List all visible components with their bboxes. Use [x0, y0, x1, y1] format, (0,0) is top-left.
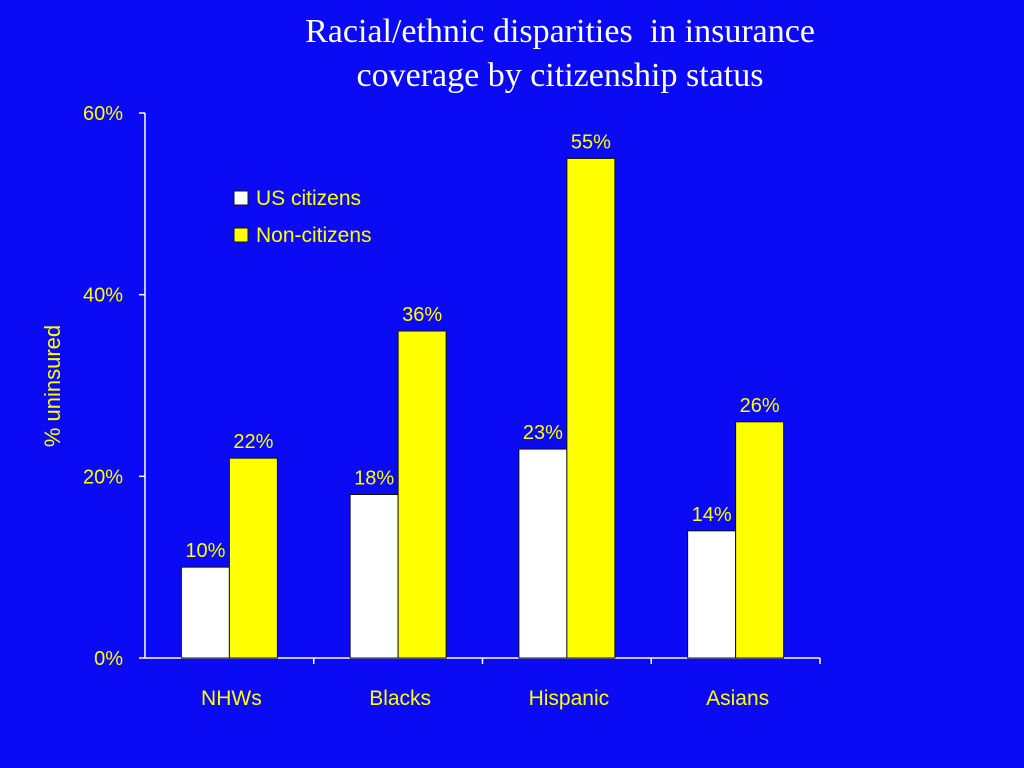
y-tick-label: 20% [83, 466, 123, 488]
chart-axes: 0% 20% 40% 60% % uninsured NHWs Blacks Hispanic… [40, 103, 821, 710]
y-tick-label: 0% [94, 648, 123, 670]
chart-title: Racial/ethnic disparities in insurance c… [160, 10, 960, 98]
data-label: 26% [740, 395, 780, 417]
chart-title-line2: coverage by citizenship status [356, 57, 764, 94]
y-tick-label: 40% [83, 285, 123, 307]
bar-us-citizens-nhws [180, 566, 230, 659]
bar-non-citizens-hispanic [566, 157, 616, 659]
x-tick-label: Hispanic [529, 687, 610, 710]
x-tick-label: NHWs [201, 687, 262, 710]
data-label: 18% [354, 468, 394, 490]
x-tick-label: Asians [706, 687, 769, 710]
bar-us-citizens-asians [687, 530, 737, 659]
legend-label: Non-citizens [256, 224, 372, 247]
chart-data-labels: 10% 18% 23% 14% 22% 36% 55% 26% [185, 131, 779, 562]
data-label: 10% [185, 540, 225, 562]
bar-us-citizens-hispanic [518, 448, 568, 659]
bar-non-citizens-blacks [397, 330, 447, 659]
data-label: 55% [571, 131, 611, 153]
chart-legend: US citizens Non-citizens [233, 187, 372, 247]
y-axis-label: % uninsured [40, 325, 65, 447]
legend-swatch [233, 227, 249, 243]
bar-us-citizens-blacks [349, 494, 399, 659]
bar-non-citizens-nhws [228, 457, 278, 659]
legend-label: US citizens [256, 187, 361, 210]
y-tick-label: 60% [83, 103, 123, 125]
data-label: 14% [692, 504, 732, 526]
data-label: 36% [402, 304, 442, 326]
chart-bars [180, 157, 785, 659]
legend-swatch [233, 190, 249, 206]
bar-non-citizens-asians [735, 421, 785, 659]
chart-title-line1: Racial/ethnic disparities in insurance [305, 13, 815, 50]
x-tick-label: Blacks [369, 687, 431, 710]
data-label: 23% [523, 422, 563, 444]
data-label: 22% [233, 431, 273, 453]
